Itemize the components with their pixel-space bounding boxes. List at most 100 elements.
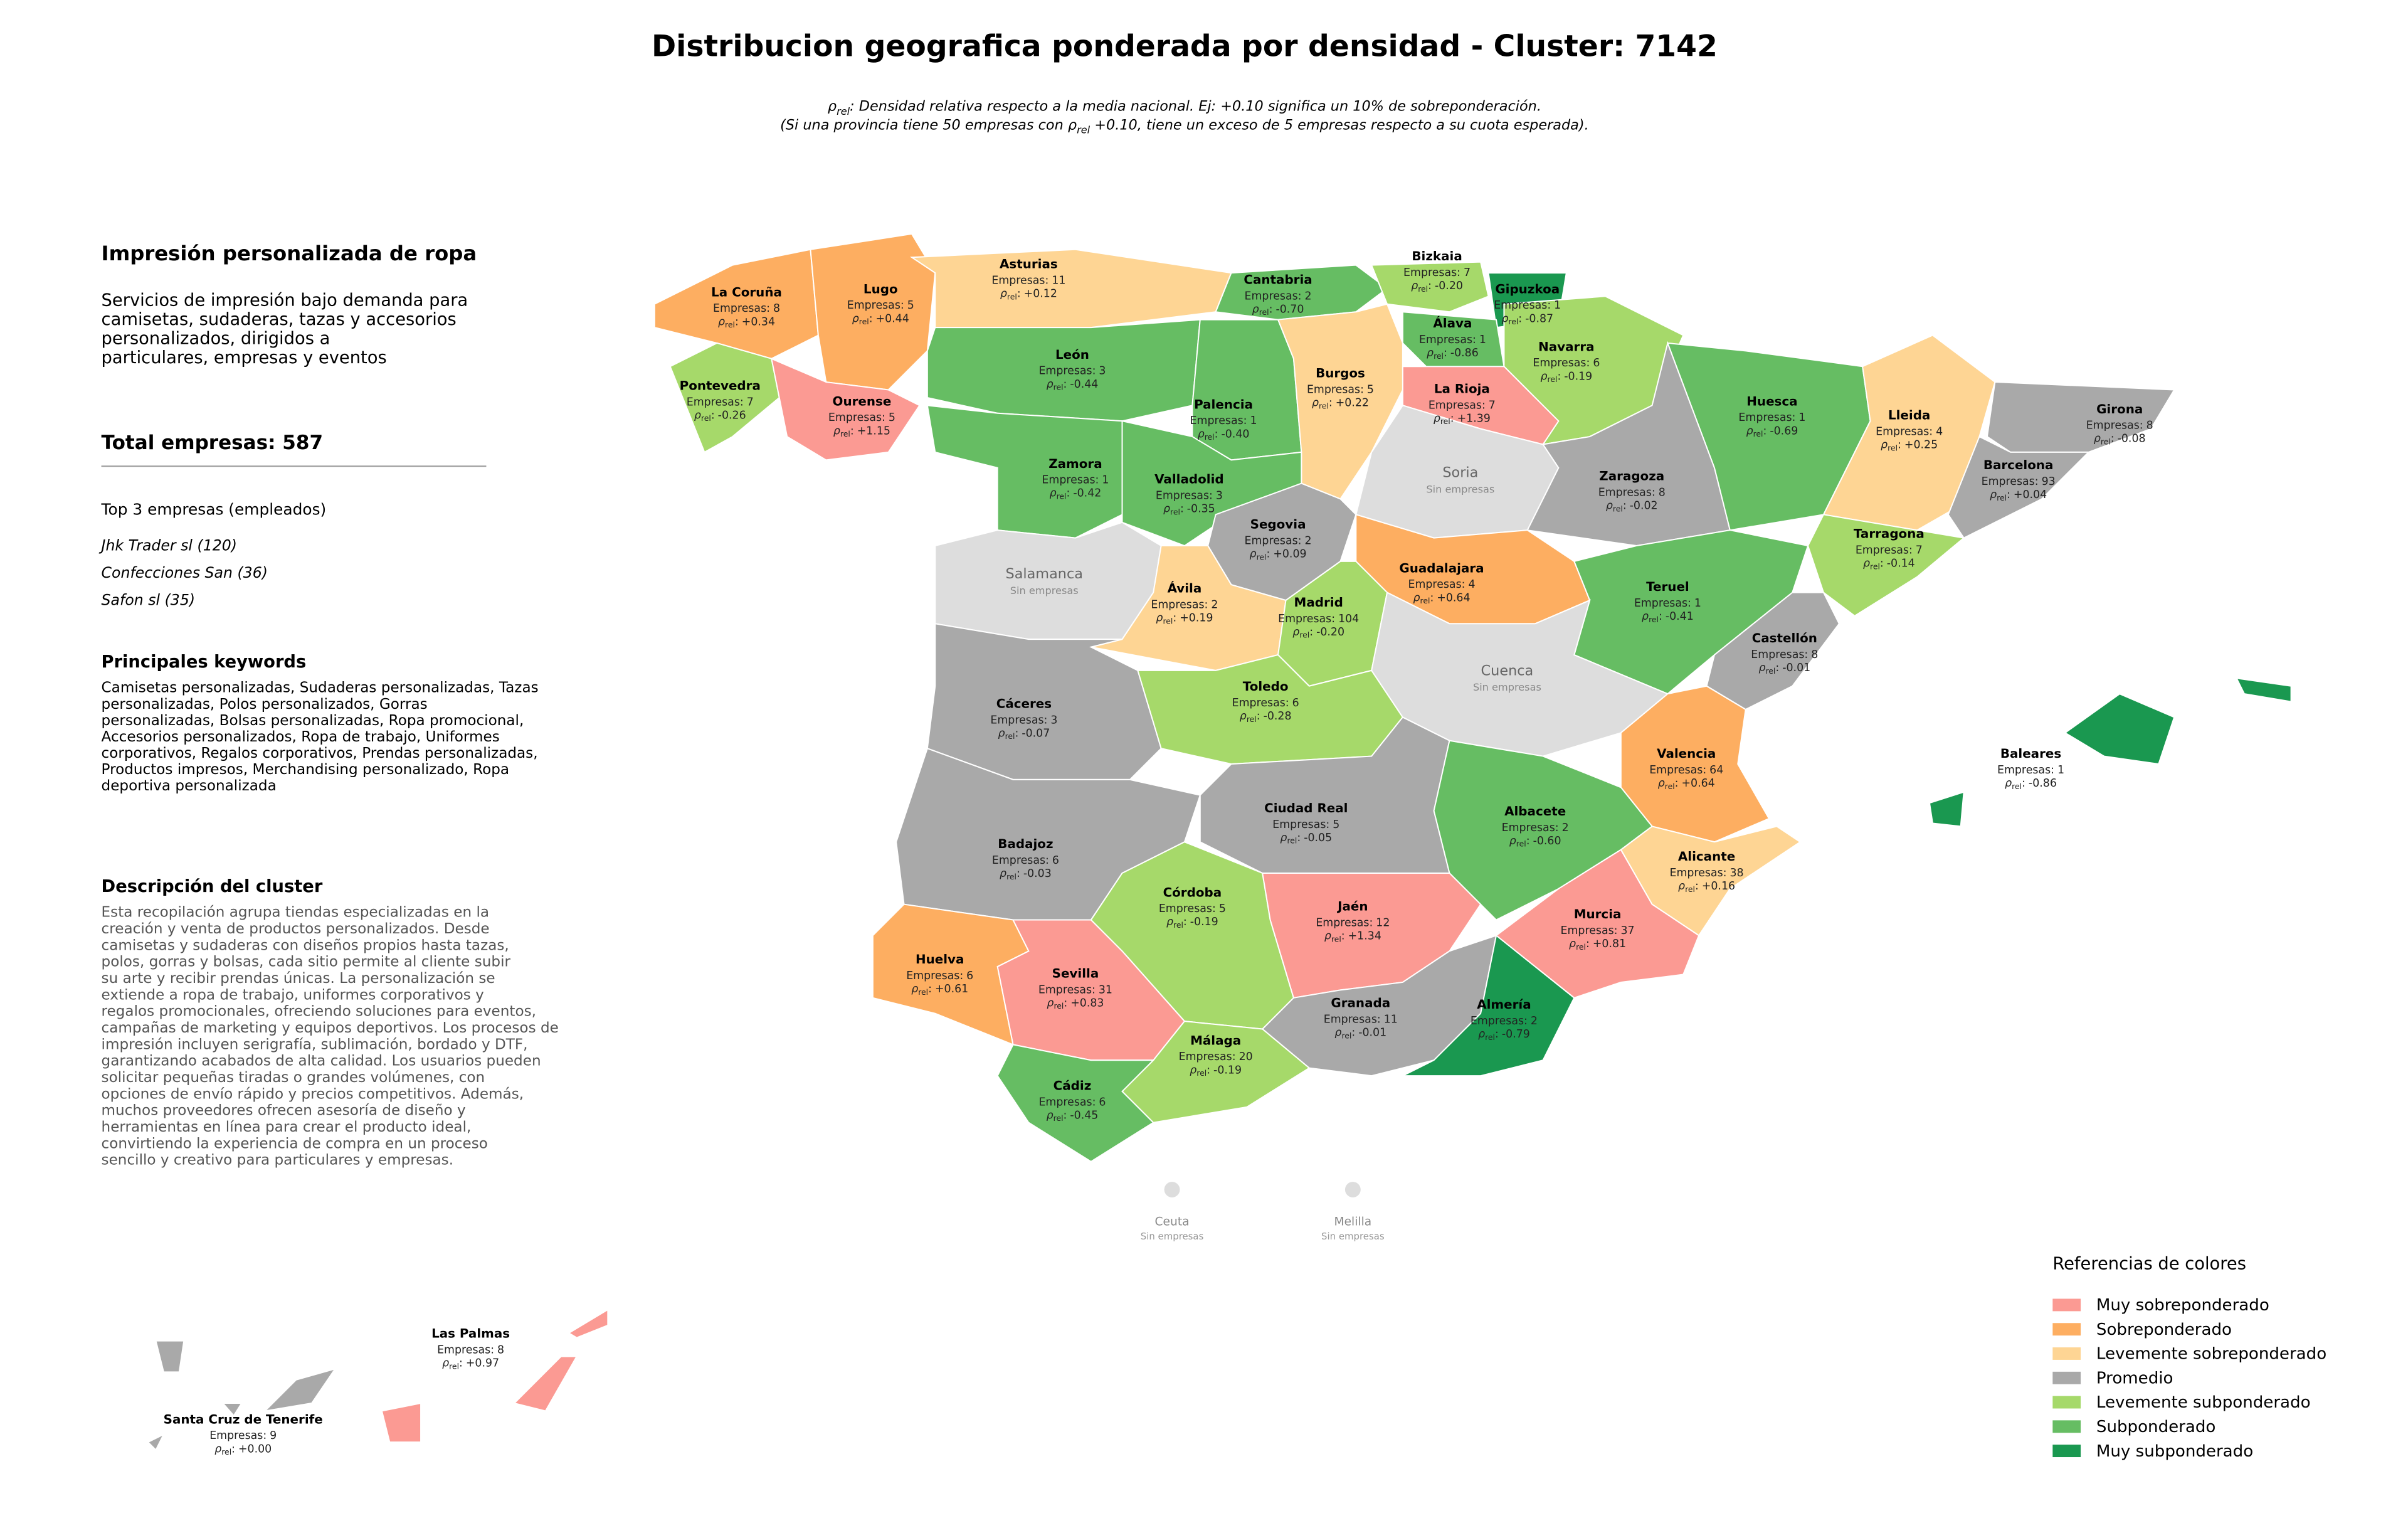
province-count: Empresas: 1 [1634, 597, 1701, 610]
count-value: 1 [2057, 764, 2064, 777]
province-rho: ρrel: -0.41 [1642, 610, 1694, 624]
province-rho: ρrel: +0.97 [442, 1357, 499, 1371]
count-value: 8 [497, 1344, 504, 1356]
province-rho: ρrel: +0.00 [214, 1443, 272, 1456]
count-value: 7 [747, 396, 754, 408]
province-name: Lugo [863, 282, 898, 296]
rho-symbol: ρ [1863, 558, 1870, 570]
description-line: opciones de envío rápido y precios compe… [102, 1086, 524, 1102]
rho-suffix: : [1269, 303, 1273, 316]
rho-symbol: ρ [852, 312, 859, 325]
subtitle-text: ρ [828, 98, 837, 115]
city-marker [1344, 1182, 1361, 1197]
province-name: Palencia [1194, 397, 1253, 411]
count-label: Empresas: [1038, 1096, 1096, 1108]
province-shape [653, 248, 819, 359]
count-value: 4 [1936, 426, 1943, 438]
rho-value: +0.25 [1904, 439, 1938, 452]
province-name: Navarra [1538, 339, 1594, 354]
province-name: Córdoba [1163, 885, 1222, 899]
legend-swatch [2052, 1347, 2081, 1360]
province-rho: ρrel: +0.81 [1569, 938, 1626, 952]
rho-subscript: rel [1341, 1031, 1351, 1040]
rho-suffix: : [928, 983, 932, 995]
rho-symbol: ρ [1312, 397, 1319, 410]
province-name: La Rioja [1434, 381, 1490, 396]
rho-symbol: ρ [1540, 370, 1547, 383]
description-line: extiende a ropa de trabajo, uniformes co… [102, 987, 484, 1003]
count-value: 3 [1050, 714, 1057, 726]
rho-suffix: : [1017, 288, 1021, 300]
province-count: Empresas: 2 [1151, 598, 1218, 611]
province-rho: ρrel: -0.35 [1163, 503, 1215, 517]
province-name: Gipuzkoa [1495, 282, 1560, 296]
description-heading: Descripción del cluster [102, 877, 323, 896]
rho-value: -0.60 [1533, 835, 1561, 847]
rho-value: -0.45 [1070, 1109, 1098, 1122]
province-count: Empresas: 6 [1038, 1096, 1106, 1108]
rho-value: -0.02 [1630, 500, 1658, 512]
count-value: 8 [2147, 420, 2153, 432]
rho-value: +1.15 [857, 425, 890, 437]
rho-subscript: rel [1888, 443, 1898, 452]
count-label: Empresas: [1428, 399, 1486, 411]
rho-value: +0.64 [1437, 592, 1470, 604]
rho-suffix: : [2022, 777, 2025, 790]
rho-value: +0.00 [238, 1443, 272, 1455]
rho-suffix: : [1257, 710, 1260, 723]
rho-symbol: ρ [718, 316, 725, 328]
count-label: Empresas: [437, 1344, 494, 1356]
rho-value: +1.39 [1457, 412, 1491, 425]
province-name: Huesca [1746, 394, 1797, 408]
province-name: Murcia [1574, 907, 1622, 921]
province-rho: ρrel: -0.20 [1411, 280, 1463, 294]
count-value: 1 [1554, 299, 1561, 312]
province-name: Burgos [1316, 366, 1365, 381]
rho-subscript: rel [1420, 596, 1430, 605]
province-name: Ourense [833, 394, 892, 408]
province-count: Empresas: 2 [1245, 290, 1312, 302]
rho-value: +1.34 [1348, 930, 1381, 943]
province-rho: ρrel: -0.19 [1190, 1064, 1242, 1078]
rho-suffix: : [1180, 503, 1184, 516]
count-value: 93 [2042, 475, 2056, 488]
province-count: Empresas: 7 [1856, 544, 1923, 556]
city-name: Ceuta [1155, 1216, 1190, 1229]
count-label: Empresas: [1997, 764, 2054, 777]
rho-suffix: : [1763, 425, 1767, 437]
province-name: Cuenca [1481, 662, 1534, 679]
province-rho: ρrel: +0.61 [911, 983, 968, 997]
rho-value: -0.14 [1887, 558, 1915, 570]
province-count: Empresas: 4 [1876, 426, 1943, 438]
rho-value: +0.61 [935, 983, 968, 995]
rho-subscript: rel [2012, 782, 2022, 791]
rho-suffix: : [735, 316, 739, 328]
province-shape [1928, 791, 1965, 827]
province-rho: ρrel: +0.83 [1047, 997, 1104, 1011]
count-label: Empresas: [1494, 299, 1551, 312]
rho-subscript: rel [1054, 1001, 1064, 1011]
count-value: 7 [1489, 399, 1496, 411]
province-rho: ρrel: -0.05 [1280, 832, 1332, 846]
rho-subscript: rel [1765, 666, 1775, 676]
rho-subscript: rel [1753, 429, 1763, 438]
count-value: 2 [1531, 1015, 1538, 1027]
legend-swatch [2052, 1396, 2081, 1409]
province-rho: ρrel: +0.19 [1156, 612, 1213, 626]
province-rho: ρrel: +0.25 [1881, 439, 1938, 453]
rho-value: -0.01 [1782, 662, 1810, 674]
count-value: 2 [1211, 598, 1218, 611]
city-status: Sin empresas [1141, 1231, 1204, 1242]
province-shape [2235, 677, 2292, 703]
count-label: Empresas: [1272, 819, 1329, 831]
province-shape [770, 358, 921, 461]
province-count: Empresas: 3 [1038, 365, 1106, 378]
province-count: Empresas: 64 [1649, 764, 1723, 777]
sector-title: Impresión personalizada de ropa [102, 241, 477, 265]
count-label: Empresas: [1408, 578, 1465, 591]
province-count: Empresas: 6 [906, 970, 973, 982]
rho-symbol: ρ [1250, 548, 1257, 561]
province-status: Sin empresas [1473, 681, 1541, 693]
